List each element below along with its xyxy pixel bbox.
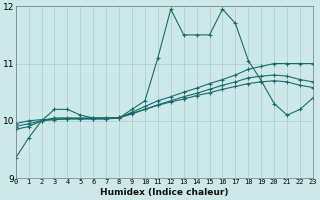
X-axis label: Humidex (Indice chaleur): Humidex (Indice chaleur)	[100, 188, 228, 197]
